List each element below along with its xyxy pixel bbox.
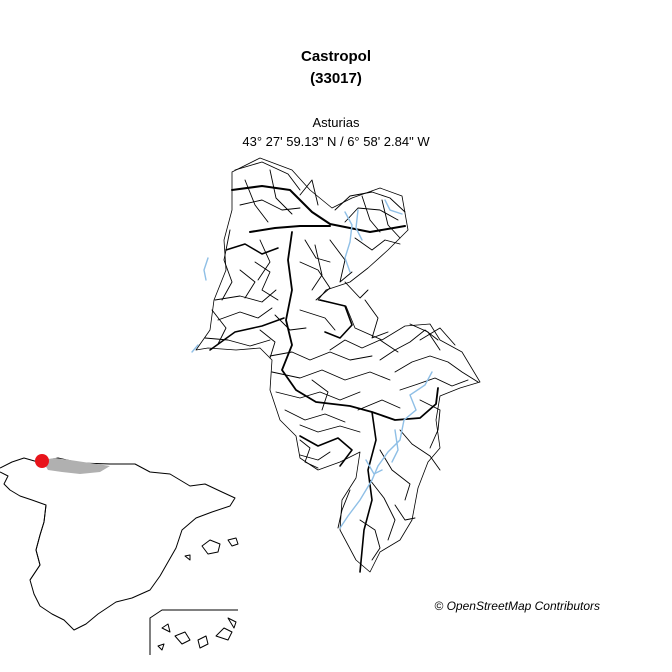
municipality-code: (33017) bbox=[310, 70, 362, 87]
main-road bbox=[231, 185, 406, 233]
balearic-island bbox=[227, 537, 239, 547]
river bbox=[365, 459, 383, 475]
map-title: Castropol bbox=[300, 48, 371, 65]
region-name: Asturias bbox=[312, 115, 360, 130]
canary-island bbox=[227, 617, 237, 629]
river bbox=[203, 257, 209, 281]
balearic-island bbox=[184, 554, 191, 561]
coordinates-label: 43° 27' 59.13" N / 6° 58' 2.84" W bbox=[242, 134, 430, 149]
municipality-outline bbox=[195, 157, 481, 573]
asturias-region bbox=[42, 458, 110, 474]
balearic-island bbox=[201, 539, 221, 555]
canary-frame bbox=[149, 609, 238, 655]
location-marker bbox=[35, 454, 49, 468]
spain-outline bbox=[0, 457, 236, 631]
main-road bbox=[359, 411, 377, 573]
canary-island bbox=[197, 635, 209, 649]
road-network bbox=[195, 157, 481, 573]
canary-island bbox=[157, 643, 165, 651]
main-road bbox=[249, 225, 331, 233]
canary-island bbox=[174, 631, 191, 645]
attribution-credit: © OpenStreetMap Contributors bbox=[434, 599, 600, 613]
river bbox=[191, 344, 199, 353]
river-network bbox=[191, 199, 433, 529]
river bbox=[391, 429, 399, 463]
river bbox=[355, 209, 363, 241]
main-road bbox=[299, 435, 353, 467]
canary-island bbox=[215, 627, 233, 641]
canary-island bbox=[161, 623, 171, 633]
portugal-border bbox=[29, 504, 47, 581]
river bbox=[339, 371, 433, 529]
river bbox=[344, 211, 353, 273]
river bbox=[384, 199, 403, 215]
main-road bbox=[209, 317, 285, 351]
main-road bbox=[225, 243, 279, 255]
